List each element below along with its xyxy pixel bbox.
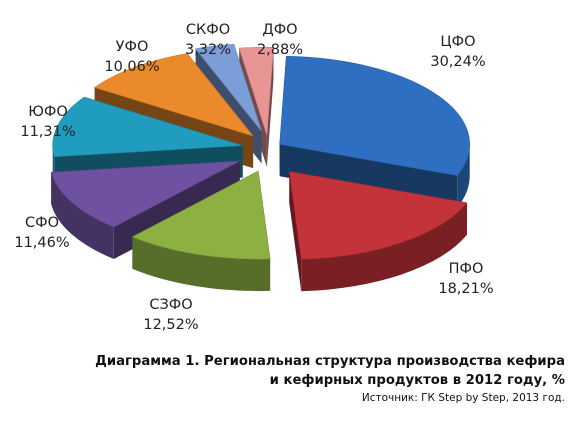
slice-category-label-3: СФО (25, 215, 59, 231)
pie-slice-1 (288, 171, 468, 292)
slice-category-label-2: СЗФО (149, 297, 192, 313)
slice-value-label-7: 2,88% (257, 42, 303, 58)
pie-slices (50, 43, 470, 292)
slice-value-label-2: 12,52% (143, 317, 198, 333)
slice-value-label-1: 18,21% (438, 281, 493, 297)
caption-source: Источник: ГК Step by Step, 2013 год. (361, 392, 565, 404)
pie-chart: ЦФО 30,24% ПФО 18,21% СЗФО 12,52% СФО 11,46% ЮФО… (14, 22, 493, 333)
pie-slice-7-cut-face-1 (266, 47, 274, 168)
pie-slice-5-top (93, 53, 254, 137)
slice-category-label-0: ЦФО (440, 34, 475, 50)
pie-slice-1-side (301, 202, 467, 292)
pie-labels: ЦФО 30,24% ПФО 18,21% СЗФО 12,52% СФО 11,46% ЮФО… (14, 22, 493, 333)
pie-slice-7-top (238, 46, 274, 136)
pie-slice-0 (279, 55, 470, 208)
slice-value-label-3: 11,46% (14, 235, 69, 251)
slice-value-label-4: 11,31% (20, 124, 75, 140)
chart-caption: Диаграмма 1. Региональная структура прои… (95, 352, 565, 406)
pie-slice-3 (50, 160, 240, 259)
pie-slice-3-top (50, 160, 240, 228)
pie-slice-3-side (51, 172, 114, 259)
pie-slice-0-top (279, 55, 470, 176)
caption-title-line-1: Диаграмма 1. Региональная структура прои… (95, 354, 565, 369)
pie-slice-0-cut-face-1 (279, 144, 458, 208)
slice-value-label-5: 10,06% (104, 59, 159, 75)
slice-category-label-1: ПФО (449, 261, 484, 277)
pie-slice-1-cut-face-1 (289, 171, 302, 292)
pie-slice-4-top (52, 96, 243, 158)
caption-title-line-2: и кефирных продуктов в 2012 году, % (269, 373, 565, 388)
pie-slice-2 (131, 170, 271, 292)
pie-slice-6-top (195, 43, 262, 132)
slice-value-label-6: 3,32% (185, 42, 231, 58)
slice-category-label-7: ДФО (262, 22, 297, 38)
pie-slice-2-top (131, 170, 271, 260)
slice-category-label-6: СКФО (186, 22, 230, 38)
slice-category-label-5: УФО (116, 39, 149, 55)
slice-category-label-4: ЮФО (28, 104, 68, 120)
slice-value-label-0: 30,24% (430, 54, 485, 70)
pie-slice-2-side (132, 236, 271, 292)
pie-slice-1-top (288, 171, 468, 260)
